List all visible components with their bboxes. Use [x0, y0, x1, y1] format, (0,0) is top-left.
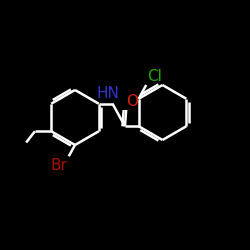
Text: HN: HN [97, 86, 120, 101]
Text: O: O [126, 94, 138, 109]
Text: Cl: Cl [148, 68, 162, 84]
Text: Br: Br [50, 158, 68, 173]
